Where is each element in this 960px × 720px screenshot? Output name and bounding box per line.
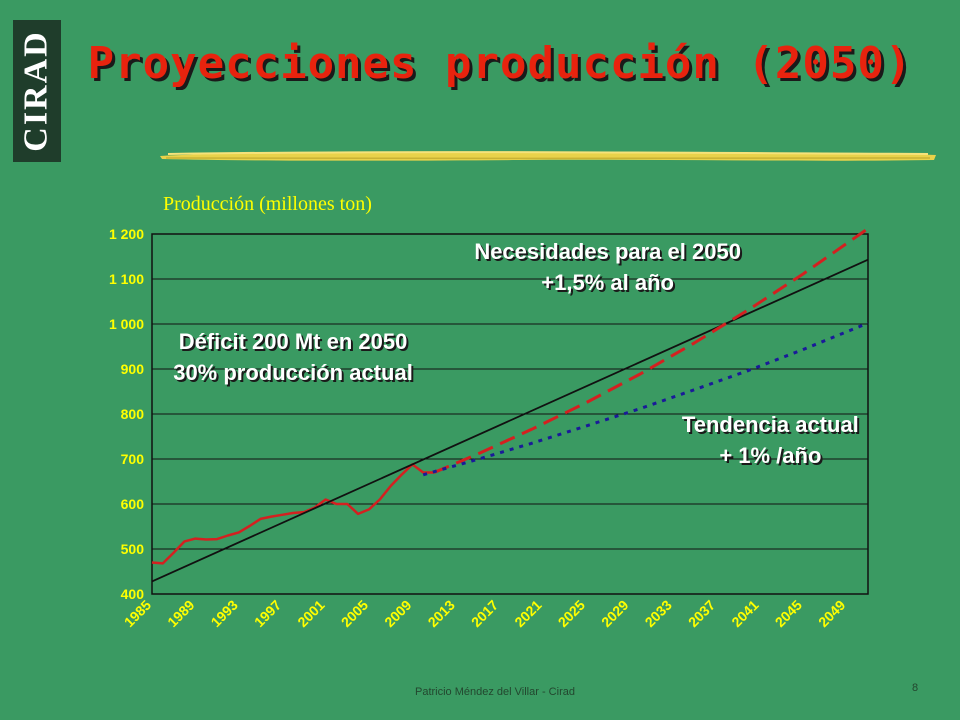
series-historical-line	[151, 463, 435, 565]
annotation-text: +1,5% al año	[541, 270, 674, 295]
x-tick-label: 2045	[772, 597, 805, 630]
annotation-shadow: + 1% /año	[721, 445, 823, 470]
x-tick-label: 2025	[555, 597, 588, 630]
y-tick-label: 1 000	[109, 316, 144, 332]
annotation-shadow: 30% producción actual	[175, 362, 415, 387]
annotation-text: 30% producción actual	[173, 360, 413, 385]
page-number: 8	[912, 682, 919, 694]
series-trend-line	[151, 258, 869, 583]
title-underline-brush	[160, 151, 936, 161]
annotation-shadow: Necesidades para el 2050	[476, 241, 743, 266]
y-tick-label: 900	[121, 361, 145, 377]
x-tick-label: 1993	[208, 597, 241, 630]
y-axis-label: Producción (millones ton)	[163, 193, 372, 215]
x-tick-label: 2021	[511, 597, 544, 630]
y-tick-label: 1 200	[109, 226, 144, 242]
annotation-text: Necesidades para el 2050	[474, 239, 741, 264]
annotation-text: Tendencia actual	[682, 412, 859, 437]
series-needs-line	[433, 227, 869, 474]
y-tick-labels: 400 500 600 700 800 900 1 000 1 100 1 200	[109, 226, 144, 602]
x-tick-label: 2001	[294, 597, 327, 630]
x-tick-label: 1997	[251, 597, 284, 630]
series-current-line	[422, 321, 869, 477]
y-tick-label: 500	[121, 541, 145, 557]
annotation-text: Déficit 200 Mt en 2050	[179, 329, 408, 354]
x-tick-label: 2037	[685, 597, 718, 630]
x-tick-label: 2033	[642, 597, 675, 630]
x-tick-label: 2013	[425, 597, 458, 630]
y-tick-label: 400	[121, 586, 145, 602]
annotation-shadow: Déficit 200 Mt en 2050	[181, 331, 410, 356]
x-tick-labels: 1985 1989 1993 1997 2001 2005 2009 2013 2017 2021…	[121, 597, 849, 630]
x-tick-label: 2041	[728, 597, 761, 630]
y-tick-label: 800	[121, 406, 145, 422]
x-tick-label: 2005	[338, 597, 371, 630]
x-tick-label: 2017	[468, 597, 501, 630]
cirad-logo: CIRAD	[13, 20, 61, 162]
y-tick-label: 600	[121, 496, 145, 512]
x-tick-label: 2049	[815, 597, 848, 630]
gridlines	[152, 278, 868, 550]
series-lines	[151, 227, 869, 583]
x-tick-label: 1989	[164, 597, 197, 630]
slide-title: Proyecciones producción (2050)	[87, 38, 913, 89]
y-tick-label: 1 100	[109, 271, 144, 287]
y-tick-label: 700	[121, 451, 145, 467]
annotation-shadow: +1,5% al año	[543, 272, 676, 297]
x-tick-label: 2009	[381, 597, 414, 630]
annotation-shadow: Tendencia actual	[684, 414, 861, 439]
annotation-text: + 1% /año	[719, 443, 821, 468]
x-tick-label: 2029	[598, 597, 631, 630]
footer-credit: Patricio Méndez del Villar - Cirad	[415, 686, 575, 698]
